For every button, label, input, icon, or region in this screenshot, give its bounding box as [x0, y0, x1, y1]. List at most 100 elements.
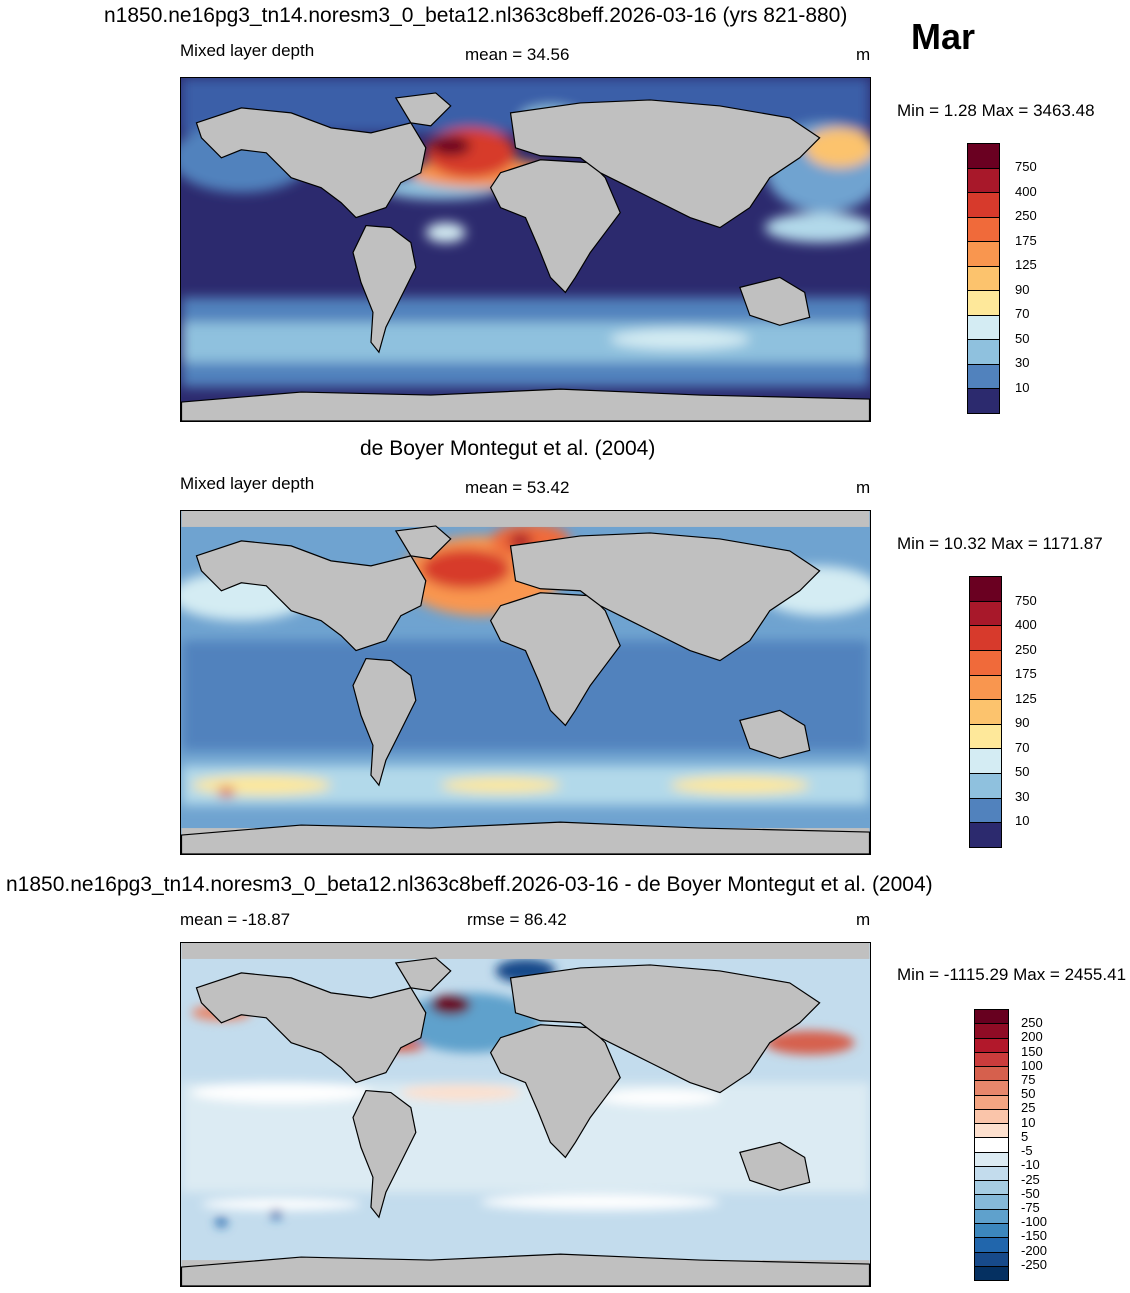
- colorbar-tick-label: -75: [1021, 1199, 1040, 1215]
- panel3-mean-label: mean = -18.87: [180, 910, 291, 929]
- panel1-map: [180, 77, 871, 422]
- colorbar-box: [968, 168, 999, 194]
- colorbar-tick-label: -150: [1021, 1228, 1048, 1244]
- colorbar-box: [975, 1152, 1008, 1167]
- colorbar-box: [975, 1252, 1008, 1267]
- colorbar-tick-label: -200: [1021, 1242, 1048, 1258]
- panel2-minmax-label: Min = 10.32 Max = 1171.87: [897, 534, 1103, 553]
- colorbar-tick-label: 10: [1015, 813, 1030, 829]
- colorbar-tick-label: 400: [1015, 183, 1037, 199]
- colorbar-tick-label: -10: [1021, 1157, 1040, 1173]
- colorbar-box: [975, 1181, 1008, 1196]
- panel3-title: n1850.ne16pg3_tn14.noresm3_0_beta12.nl36…: [6, 873, 933, 896]
- colorbar-box: [968, 144, 999, 169]
- colorbar-box: [970, 650, 1001, 676]
- colorbar-box: [975, 1081, 1008, 1096]
- panel2-units-label: m: [856, 478, 871, 497]
- panel1-mean-label: mean = 34.56: [465, 45, 570, 64]
- colorbar-tick-label: 400: [1015, 617, 1037, 633]
- colorbar-tick-label: 200: [1021, 1029, 1043, 1045]
- colorbar-box: [968, 340, 999, 365]
- colorbar-tick-label: 50: [1015, 764, 1030, 780]
- panel3-map: [180, 942, 871, 1287]
- colorbar-box: [970, 823, 1001, 848]
- colorbar-tick-label: 90: [1015, 281, 1030, 297]
- panel2-title: de Boyer Montegut et al. (2004): [360, 437, 656, 460]
- colorbar-tick-label: -100: [1021, 1214, 1048, 1230]
- colorbar-box: [975, 1195, 1008, 1210]
- colorbar-box: [970, 700, 1001, 725]
- colorbar-box: [970, 577, 1001, 602]
- colorbar-box: [968, 217, 999, 243]
- colorbar-box: [970, 601, 1001, 627]
- panel3-minmax-label: Min = -1115.29 Max = 2455.41: [897, 965, 1127, 984]
- colorbar-box: [975, 1223, 1008, 1239]
- colorbar-box: [975, 1095, 1008, 1110]
- colorbar-tick-label: 175: [1015, 666, 1037, 682]
- colorbar-box: [975, 1024, 1008, 1039]
- colorbar-box: [968, 389, 999, 414]
- colorbar-tick-label: 70: [1015, 739, 1030, 755]
- colorbar-tick-label: 125: [1015, 690, 1037, 706]
- colorbar-tick-label: 30: [1015, 355, 1030, 371]
- colorbar-tick-label: 100: [1021, 1057, 1043, 1073]
- panel3-colorbar: [974, 1009, 1009, 1281]
- colorbar-tick-label: 5: [1021, 1128, 1029, 1144]
- colorbar-box: [975, 1052, 1008, 1068]
- colorbar-box: [968, 266, 999, 292]
- month-label: Mar: [911, 16, 976, 57]
- colorbar-tick-label: 50: [1015, 330, 1030, 346]
- colorbar-tick-label: -50: [1021, 1185, 1040, 1201]
- colorbar-box: [975, 1124, 1008, 1139]
- colorbar-box: [970, 749, 1001, 775]
- colorbar-box: [970, 675, 1001, 701]
- colorbar-tick-label: 150: [1021, 1043, 1043, 1059]
- colorbar-tick-label: 30: [1015, 788, 1030, 804]
- colorbar-tick-label: 125: [1015, 257, 1037, 273]
- panel3-units-label: m: [856, 910, 871, 929]
- colorbar-box: [975, 1238, 1008, 1253]
- colorbar-tick-label: 10: [1021, 1114, 1036, 1130]
- colorbar-box: [975, 1209, 1008, 1224]
- colorbar-box: [968, 193, 999, 218]
- colorbar-tick-label: 250: [1015, 641, 1037, 657]
- colorbar-tick-label: 70: [1015, 306, 1030, 322]
- panel2-colorbar: [969, 576, 1002, 848]
- colorbar-tick-label: 75: [1021, 1072, 1036, 1088]
- colorbar-tick-label: 50: [1021, 1086, 1036, 1102]
- panel1-variable-label: Mixed layer depth: [180, 41, 315, 60]
- colorbar-box: [975, 1010, 1008, 1025]
- colorbar-box: [970, 798, 1001, 824]
- panel1-units-label: m: [856, 45, 871, 64]
- colorbar-box: [968, 291, 999, 316]
- colorbar-tick-label: 90: [1015, 715, 1030, 731]
- panel3-rmse-label: rmse = 86.42: [467, 910, 567, 929]
- colorbar-tick-label: 750: [1015, 592, 1037, 608]
- colorbar-box: [968, 364, 999, 390]
- panel2-variable-label: Mixed layer depth: [180, 474, 315, 493]
- panel1-minmax-label: Min = 1.28 Max = 3463.48: [897, 101, 1095, 120]
- colorbar-box: [975, 1138, 1008, 1153]
- colorbar-tick-label: 25: [1021, 1100, 1036, 1116]
- colorbar-box: [975, 1067, 1008, 1082]
- colorbar-box: [968, 315, 999, 341]
- colorbar-tick-label: -25: [1021, 1171, 1040, 1187]
- figure-title: n1850.ne16pg3_tn14.noresm3_0_beta12.nl36…: [104, 4, 848, 27]
- colorbar-tick-label: 250: [1021, 1015, 1043, 1031]
- colorbar-box: [975, 1038, 1008, 1053]
- colorbar-tick-label: 175: [1015, 232, 1037, 248]
- colorbar-tick-label: 250: [1015, 208, 1037, 224]
- panel2-mean-label: mean = 53.42: [465, 478, 570, 497]
- colorbar-tick-label: 750: [1015, 159, 1037, 175]
- colorbar-box: [975, 1166, 1008, 1182]
- colorbar-tick-label: -5: [1021, 1143, 1033, 1159]
- colorbar-box: [970, 774, 1001, 799]
- panel1-colorbar: [967, 143, 1000, 414]
- colorbar-box: [970, 626, 1001, 651]
- colorbar-tick-label: -250: [1021, 1256, 1048, 1272]
- colorbar-box: [968, 242, 999, 267]
- colorbar-box: [970, 724, 1001, 750]
- colorbar-tick-label: 10: [1015, 379, 1030, 395]
- panel2-map: [180, 510, 871, 855]
- colorbar-box: [975, 1109, 1008, 1125]
